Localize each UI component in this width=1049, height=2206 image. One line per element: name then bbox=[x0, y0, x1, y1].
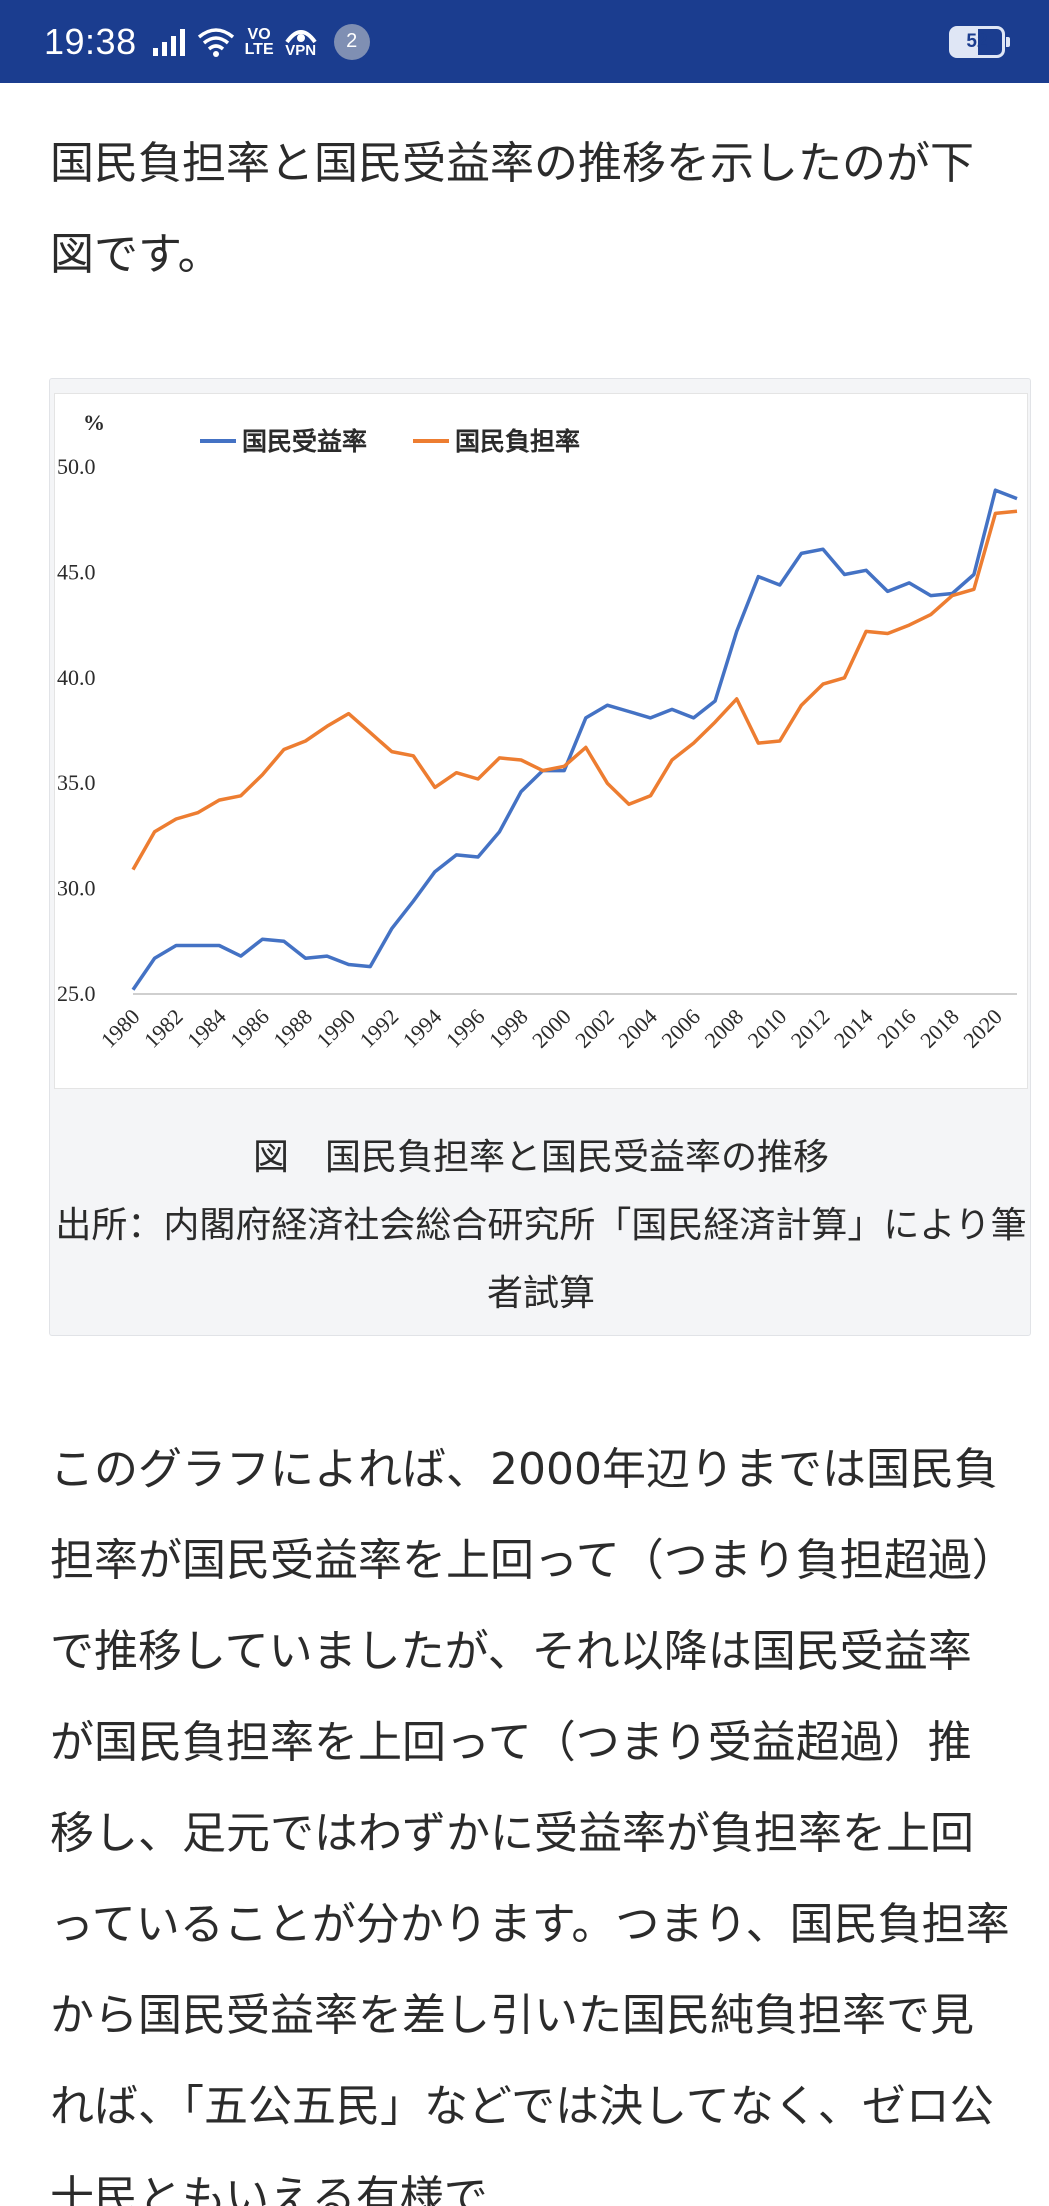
x-tick-label: 2008 bbox=[699, 1004, 748, 1053]
x-tick-label: 2020 bbox=[958, 1004, 1007, 1053]
series-line-1 bbox=[131, 488, 1018, 991]
series-line-2 bbox=[131, 509, 1018, 871]
x-tick-label: 2010 bbox=[743, 1004, 792, 1053]
battery-icon: 52 bbox=[949, 25, 1010, 58]
figure-card: % 25.0 30.0 35.0 40.0 45.0 50.0 1980 1982 1984 19… bbox=[49, 378, 1031, 1336]
chart-area: % 25.0 30.0 35.0 40.0 45.0 50.0 1980 1982 1984 19… bbox=[54, 393, 1028, 1089]
volte-top-label: VO bbox=[247, 25, 271, 43]
status-icons: VO LTE VPN 2 bbox=[152, 23, 370, 60]
x-tick-label: 1990 bbox=[311, 1004, 360, 1053]
caption-source: 出所：内閣府経済社会総合研究所「国民経済計算」により筆者試算 bbox=[55, 1205, 1027, 1314]
y-tick-label: 30.0 bbox=[57, 876, 96, 901]
x-tick-label: 1986 bbox=[225, 1004, 274, 1053]
x-tick-label: 2012 bbox=[786, 1004, 835, 1053]
vpn-label: VPN bbox=[285, 41, 317, 59]
legend-label: 国民受益率 bbox=[242, 427, 367, 456]
notification-count-badge: 2 bbox=[333, 23, 370, 60]
y-tick-label: 50.0 bbox=[57, 454, 96, 479]
signal-icon bbox=[152, 28, 187, 56]
x-tick-label: 1992 bbox=[354, 1004, 403, 1053]
x-tick-label: 2016 bbox=[872, 1004, 921, 1053]
x-tick-label: 1984 bbox=[182, 1004, 231, 1053]
x-tick-label: 2018 bbox=[915, 1004, 964, 1053]
y-unit-label: % bbox=[83, 410, 105, 435]
volte-bottom-label: LTE bbox=[244, 40, 274, 58]
figure-caption: 図 国民負担率と国民受益率の推移 出所：内閣府経済社会総合研究所「国民経済計算」… bbox=[50, 1124, 1032, 1328]
status-bar: 19:38 VO LTE bbox=[0, 0, 1049, 83]
legend-label: 国民負担率 bbox=[455, 427, 580, 456]
x-tick-label: 2014 bbox=[829, 1004, 878, 1053]
x-tick-label: 2006 bbox=[656, 1004, 705, 1053]
vpn-icon: VPN bbox=[284, 26, 318, 58]
y-tick-label: 35.0 bbox=[57, 770, 96, 795]
body-paragraph: このグラフによれば、2000年辺りまでは国民負担率が国民受益率を上回って（つまり… bbox=[50, 1444, 1010, 2206]
y-tick-label: 25.0 bbox=[57, 981, 96, 1006]
x-tick-label: 1998 bbox=[484, 1004, 533, 1053]
y-tick-label: 40.0 bbox=[57, 665, 96, 690]
x-tick-label: 2000 bbox=[527, 1004, 576, 1053]
x-tick-label: 1996 bbox=[441, 1004, 490, 1053]
x-tick-label: 2004 bbox=[613, 1004, 662, 1053]
y-tick-label: 45.0 bbox=[57, 559, 96, 584]
wifi-icon bbox=[197, 27, 235, 57]
battery-level: 52 bbox=[966, 30, 988, 52]
line-chart: %25.030.035.040.045.050.0 19801982198419… bbox=[57, 410, 1018, 1053]
x-tick-label: 1982 bbox=[139, 1004, 188, 1053]
caption-title: 図 国民負担率と国民受益率の推移 bbox=[252, 1137, 829, 1178]
volte-icon: VO LTE bbox=[244, 25, 274, 58]
x-tick-label: 2002 bbox=[570, 1004, 619, 1053]
x-tick-label: 1988 bbox=[268, 1004, 317, 1053]
intro-paragraph: 国民負担率と国民受益率の推移を示したのが下図です。 bbox=[50, 138, 974, 280]
x-tick-label: 1980 bbox=[96, 1004, 145, 1053]
status-time: 19:38 bbox=[44, 20, 137, 62]
x-tick-label: 1994 bbox=[398, 1004, 447, 1053]
